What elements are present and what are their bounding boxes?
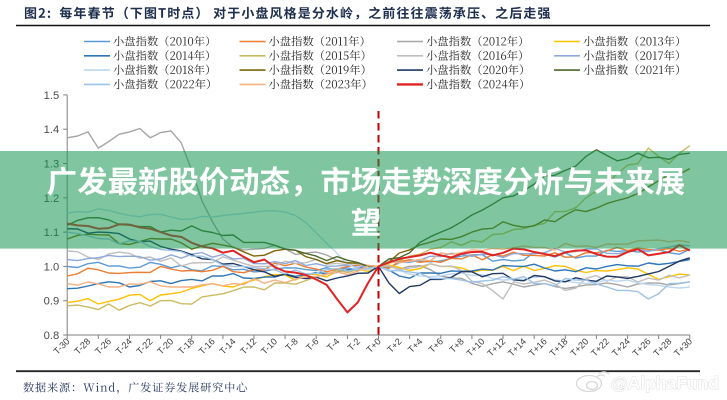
svg-text:@AlphaFund: @AlphaFund bbox=[611, 373, 719, 393]
svg-text:0.9: 0.9 bbox=[44, 296, 60, 308]
svg-text:1.5: 1.5 bbox=[44, 90, 60, 102]
svg-text:1.0: 1.0 bbox=[44, 261, 60, 273]
svg-text:0.8: 0.8 bbox=[44, 330, 60, 342]
svg-text:1.4: 1.4 bbox=[44, 124, 60, 136]
